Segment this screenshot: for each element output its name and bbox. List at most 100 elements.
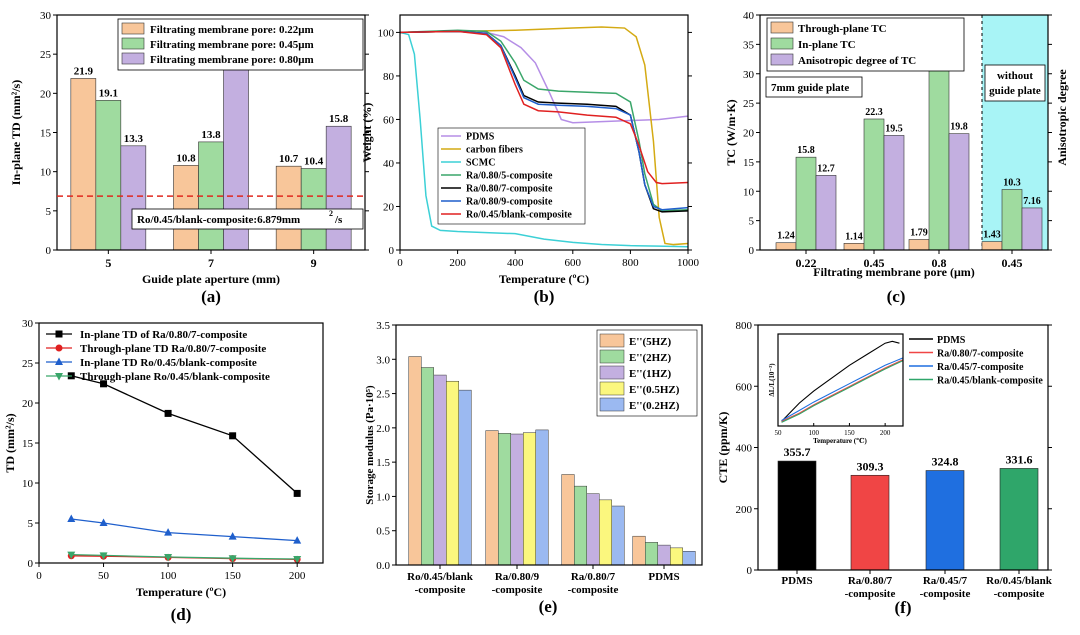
panel-e-y-tick-label: 0.0 [376,560,390,572]
panel-e-bar [657,544,671,566]
panel-f-inset-series-line [781,340,900,422]
panel-c-annotation: without [997,70,1033,82]
panel-c-bar-value: 22.3 [865,107,883,118]
panel-d-marker [67,551,76,560]
panel-d-x-tick-label: 0 [36,570,42,582]
panel-a-x-tick-label: 9 [311,256,317,270]
panel-b-y-tick-label: 20 [383,201,395,213]
panel-f-label: (f) [895,598,912,617]
panel-f-y-tick-label: 800 [736,320,753,332]
panel-f-y-tick-label: 600 [736,381,753,393]
panel-a-bar-value: 15.8 [329,113,349,125]
panel-e-bar [586,493,600,566]
panel-e-y-tick-label: 2.5 [376,389,390,401]
panel-c-y-tick-label: 30 [743,69,755,81]
panel-f-inset-x-tick-label: 50 [775,429,783,437]
panel-b-legend-label: SCMC [466,158,495,169]
panel-e-bar [645,542,658,566]
panel-b-x-tick-label: 400 [507,257,524,269]
panel-c-y-tick-label: 20 [743,128,755,140]
panel-f-legend-label: Ra/0.45/7-composite [937,362,1024,373]
panel-d-marker [100,380,108,388]
panel-c-y-title-right: Anisotropic degree [1055,69,1069,166]
panel-c-y-tick-label: 0 [749,245,755,257]
panel-c-y-tick-label: 35 [743,39,755,51]
panel-b-legend-label: PDMS [466,132,495,143]
panel-a-bar [173,165,199,251]
panel-f-inset-series-line [781,357,904,421]
panel-b-y-tick-label: 0 [389,245,395,257]
panel-c-bar [908,239,930,251]
panel-c-bar [863,118,885,251]
panel-a-x-tick-label: 7 [208,256,214,270]
panel-a-reference-sup: 2 [329,209,333,218]
panel-e-legend-label: E''(2HZ) [629,352,672,364]
panel-b-x-tick-label: 1000 [677,257,700,269]
panel-e-bar [611,505,625,566]
panel-e-y-title: Storage modulus (Pa·10⁵) [364,385,376,505]
panel-b-x-tick-label: 800 [622,257,639,269]
panel-e-x-tick-label: Ro/0.45/blank [407,571,474,583]
panel-d-y-title: TD (mm²/s) [3,413,17,472]
panel-b-y-tick-label: 40 [383,158,395,170]
panel-f-x-tick-label: -composite [920,588,971,600]
panel-e-legend-swatch [599,365,625,380]
panel-a-y-tick-label: 5 [46,206,52,218]
panel-a-reference-unit: /s [334,214,343,226]
panel-b-legend-label: Ra/0.80/7-composite [466,184,553,195]
panel-f-bar-value: 309.3 [857,459,884,473]
panel-d-legend-label: Through-plane Ro/0.45/blank-composite [80,371,270,383]
panel-c-y-tick-label: 15 [743,157,755,169]
panel-a-bar-value: 10.8 [176,152,196,164]
panel-e-bar [523,432,536,566]
panel-f-y-tick-label: 0 [747,565,753,577]
panel-a-bar-value: 13.3 [124,133,144,145]
panel-b-legend-box [437,127,586,225]
panel-f-inset-frame [777,333,904,427]
panel-e-legend-label: E''(0.2HZ) [629,400,680,412]
panel-f-bar [999,468,1039,571]
panel-d-marker [293,556,302,564]
panel-d-series-line [71,375,298,494]
panel-c-bar-value: 1.43 [983,230,1001,241]
panel-c-bar [1001,189,1023,251]
panel-b-x-tick-label: 600 [565,257,582,269]
panel-a-bar [120,145,147,251]
panel-c-legend-label: Anisotropic degree of TC [798,55,916,67]
panel-f-y-title: CTE (ppm/K) [716,412,730,484]
panel-c-bar [815,175,837,251]
panel-c-label: (c) [887,287,906,306]
panel-d-y-tick-label: 10 [22,478,34,490]
panel-b-x-tick-label: 200 [449,257,466,269]
panel-c-bar-value: 1.24 [777,231,795,242]
panel-c-x-tick-label: 0.45 [864,256,885,270]
panel-f-x-tick-label: Ro/0.45/blank [986,575,1053,587]
panel-f-y-tick-label: 200 [736,504,753,516]
panel-d-y-tick-label: 0 [28,558,34,570]
panel-e-bar [510,433,524,566]
panel-d-x-tick-label: 50 [98,570,110,582]
panel-c-bar [843,243,865,251]
panel-e-label: (e) [539,597,558,616]
panel-b-y-tick-label: 100 [378,27,395,39]
panel-a-legend-label: Filtrating membrane pore: 0.45μm [150,39,314,51]
panel-c-y-title: TC (W/m·K) [724,99,738,165]
panel-a-bar-value: 10.4 [304,156,324,168]
panel-a-y-tick-label: 20 [40,88,52,100]
panel-b-legend-label: Ro/0.45/blank-composite [466,210,572,221]
panel-f-legend-label: PDMS [937,335,966,346]
panel-b-legend-label: Ra/0.80/5-composite [466,171,553,182]
panel-b-label: (b) [534,287,555,306]
panel-a-legend-label: Filtrating membrane pore: 0.22μm [150,24,314,36]
panel-e-bar [458,389,472,566]
panel-a-bar-value: 19.1 [99,87,118,99]
panel-c-legend-swatch [770,53,794,66]
panel-b-frame [399,14,689,251]
panel-c-y-tick-label: 5 [749,216,755,228]
panel-a-bar [70,78,97,251]
panel-d-y-tick-label: 15 [22,438,34,450]
panel-c-legend-swatch [770,37,794,50]
panel-d-marker [293,536,302,544]
panel-f-y-tick-label: 400 [736,443,753,455]
panel-f-inset-y-title: ΔL/L(10⁻³) [768,363,776,397]
